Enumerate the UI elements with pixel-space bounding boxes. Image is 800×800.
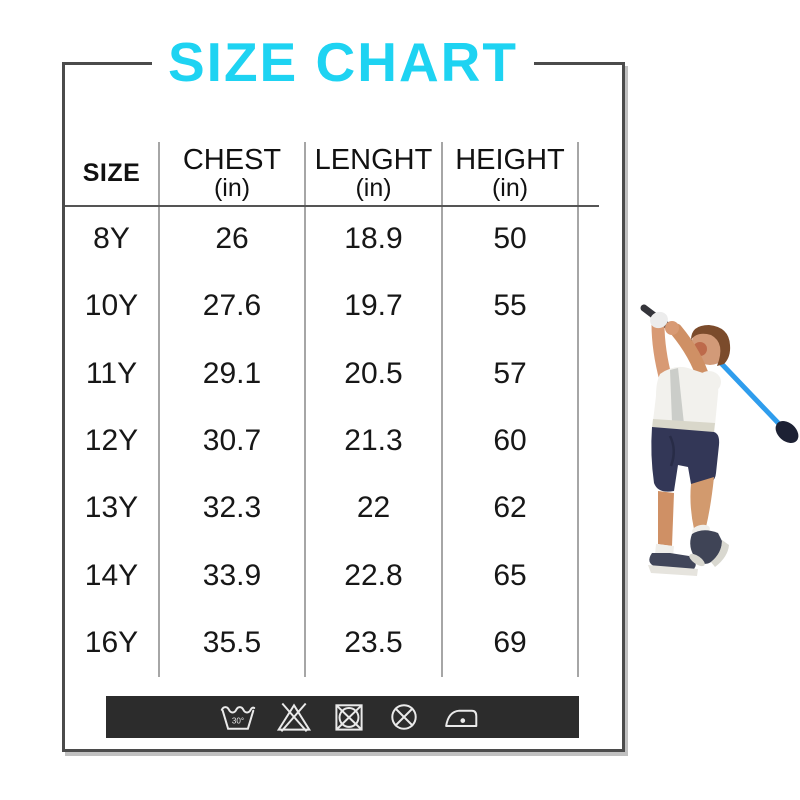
iron-low-heat-icon (444, 709, 477, 727)
golfer-hand (665, 321, 679, 335)
golfer-left-leg (658, 491, 674, 546)
row-8y-length: 18.9 (306, 205, 443, 273)
row-11y-size: 11Y (65, 339, 160, 408)
header-label: HEIGHT (455, 143, 565, 176)
row-16y-height: 69 (443, 609, 579, 677)
golfer-shirt-shadow (670, 368, 684, 424)
do-not-bleach-icon (276, 702, 311, 733)
header-label: SIZE (82, 158, 141, 187)
do-not-dry-clean-icon (390, 704, 417, 730)
size-table: SIZE CHEST (in) LENGHT (in) HEIGHT (in) … (65, 142, 579, 677)
row-13y-height: 62 (443, 474, 579, 543)
golfer-right-shoe-toe (689, 553, 705, 567)
column-header-length: LENGHT (in) (306, 142, 443, 205)
row-10y-height: 55 (443, 272, 579, 340)
wash-temperature-label: 30° (231, 716, 243, 725)
header-label: CHEST (182, 143, 282, 176)
golfer-sleeve (697, 371, 721, 393)
row-10y-size: 10Y (65, 272, 160, 340)
column-header-chest: CHEST (in) (160, 142, 306, 205)
row-11y-chest: 29.1 (160, 339, 306, 408)
size-chart-sheet: SIZE CHEST (in) LENGHT (in) HEIGHT (in) … (62, 62, 625, 752)
golfer-right-leg (690, 477, 714, 529)
column-header-size: SIZE (65, 142, 160, 205)
row-16y-size: 16Y (65, 609, 160, 677)
row-16y-length: 23.5 (306, 609, 443, 677)
row-10y-length: 19.7 (306, 272, 443, 340)
row-11y-length: 20.5 (306, 339, 443, 408)
row-8y-height: 50 (443, 205, 579, 273)
header-label: LENGHT (314, 143, 433, 176)
row-13y-chest: 32.3 (160, 474, 306, 543)
golfer-belt (652, 419, 715, 433)
header-unit: (in) (355, 173, 392, 202)
row-14y-chest: 33.9 (160, 542, 306, 610)
column-header-height: HEIGHT (in) (443, 142, 579, 205)
row-10y-chest: 27.6 (160, 272, 306, 340)
machine-wash-30-icon: 30° (220, 706, 255, 730)
row-14y-size: 14Y (65, 542, 160, 610)
golfer-left-shoe-sole (648, 565, 698, 576)
row-8y-chest: 26 (160, 205, 306, 273)
care-instructions-bar: 30° (106, 696, 579, 738)
golfer-glove (650, 311, 668, 329)
golf-club-head (775, 421, 799, 443)
row-11y-height: 57 (443, 339, 579, 408)
row-14y-height: 65 (443, 542, 579, 610)
golfer-right-shoe-sole (711, 540, 729, 567)
row-14y-length: 22.8 (306, 542, 443, 610)
row-13y-length: 22 (306, 474, 443, 543)
golfer-right-shoe (690, 530, 722, 564)
golfer-hair (691, 325, 731, 366)
row-12y-chest: 30.7 (160, 407, 306, 475)
header-divider-line (65, 205, 599, 207)
row-8y-size: 8Y (65, 205, 160, 273)
row-13y-size: 13Y (65, 474, 160, 543)
row-16y-chest: 35.5 (160, 609, 306, 677)
golfer-left-shoe (649, 553, 696, 570)
row-12y-height: 60 (443, 407, 579, 475)
golfer-shorts (651, 427, 720, 492)
header-unit: (in) (491, 173, 529, 202)
row-12y-length: 21.3 (306, 407, 443, 475)
golfer-photo (640, 304, 799, 576)
golfer-shorts-crease (668, 435, 675, 467)
row-12y-size: 12Y (65, 407, 160, 475)
header-unit: (in) (213, 173, 251, 202)
page-title: SIZE CHART (152, 30, 534, 94)
do-not-tumble-dry-icon (334, 704, 363, 731)
